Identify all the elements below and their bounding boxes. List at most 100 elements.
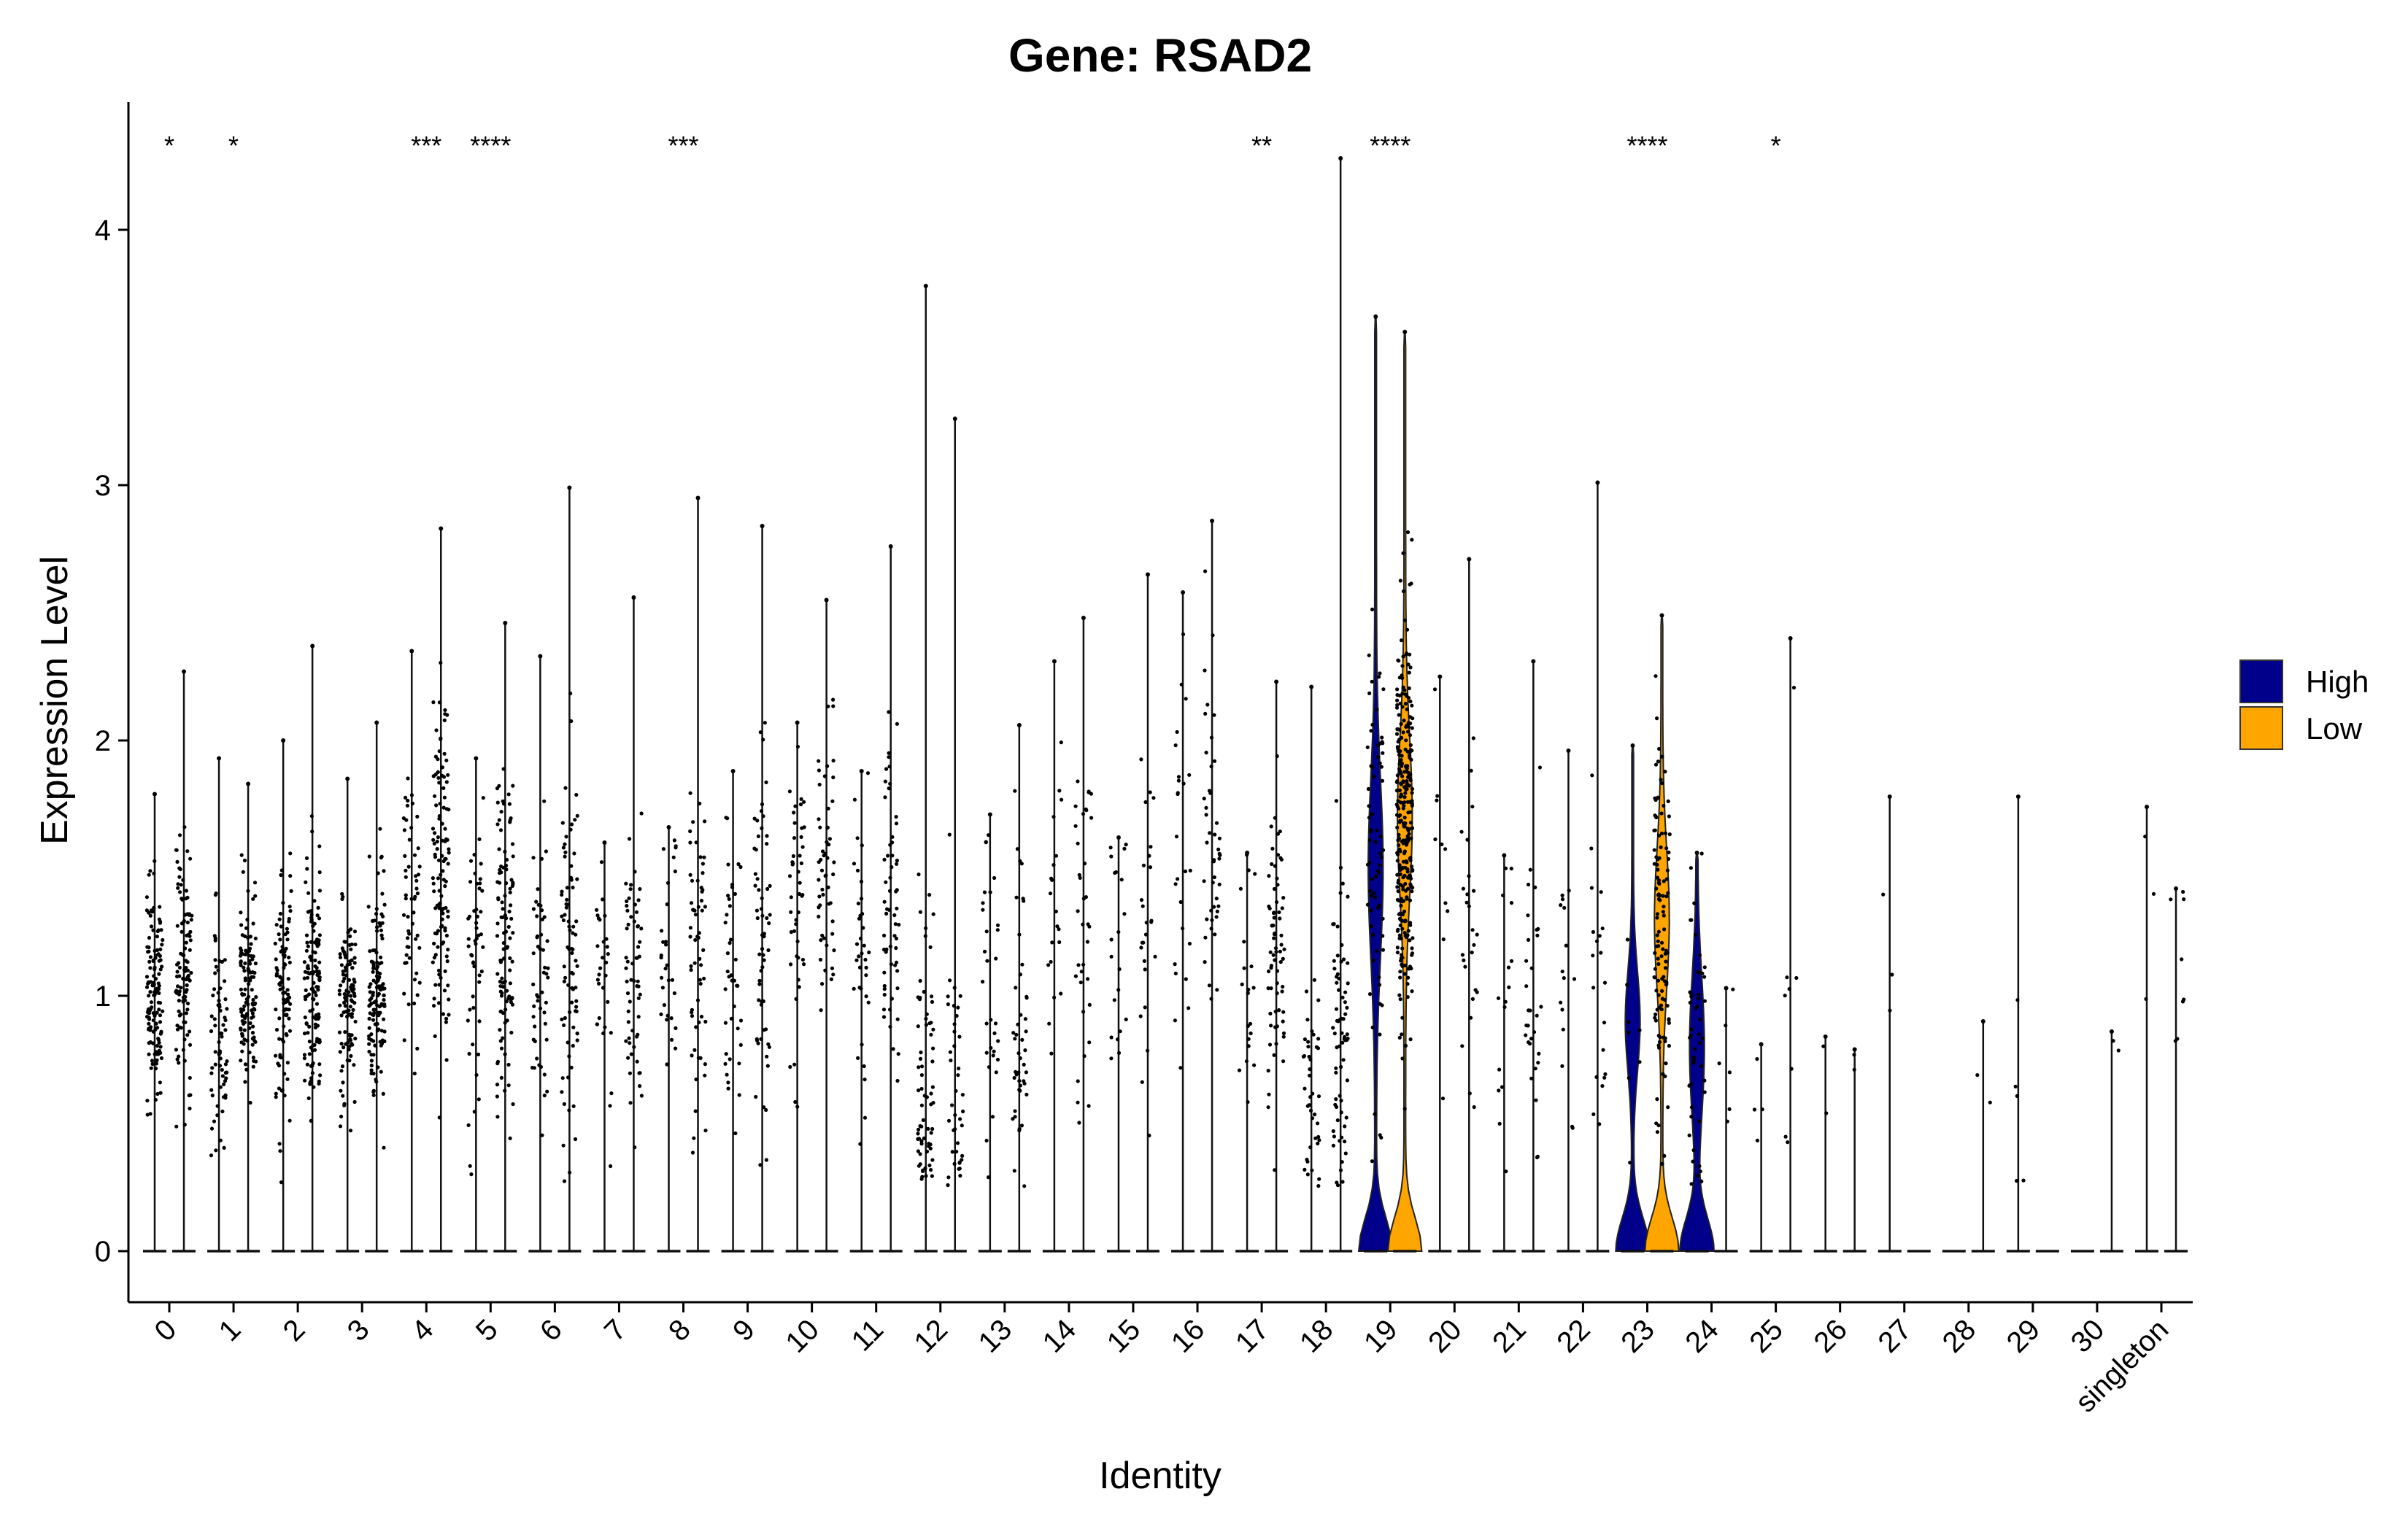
data-point xyxy=(405,945,409,949)
data-point xyxy=(472,853,476,857)
data-point xyxy=(887,710,891,714)
data-point xyxy=(1081,922,1085,926)
data-point xyxy=(688,791,692,795)
data-point xyxy=(1014,1069,1018,1074)
data-point xyxy=(2021,1178,2026,1183)
data-point xyxy=(446,983,450,988)
data-point xyxy=(925,1012,929,1016)
data-point xyxy=(306,992,312,997)
data-point xyxy=(1018,972,1022,977)
data-point xyxy=(243,976,247,980)
data-point xyxy=(1047,1021,1051,1026)
data-point xyxy=(209,1029,214,1034)
violin-body-high xyxy=(1615,745,1651,1252)
data-point xyxy=(1562,976,1566,980)
data-point xyxy=(916,1024,920,1029)
data-point xyxy=(958,1174,962,1178)
data-point xyxy=(511,931,515,935)
data-point xyxy=(309,919,314,924)
data-point xyxy=(1014,1032,1019,1037)
data-point xyxy=(1599,890,1603,894)
data-point xyxy=(251,1056,255,1060)
data-point xyxy=(852,797,857,802)
data-point xyxy=(1789,1067,1794,1071)
data-point xyxy=(1395,745,1400,749)
data-point xyxy=(181,878,185,882)
data-point xyxy=(153,965,157,970)
data-point xyxy=(184,965,188,970)
data-point xyxy=(1073,804,1078,808)
data-point xyxy=(1689,1027,1694,1032)
data-point xyxy=(382,1145,386,1150)
data-point xyxy=(954,1013,959,1018)
data-point xyxy=(1145,572,1150,577)
data-point xyxy=(1693,1047,1697,1051)
data-point xyxy=(406,936,410,940)
data-point xyxy=(1246,1044,1251,1048)
data-point xyxy=(471,1005,476,1010)
data-point xyxy=(1302,1053,1307,1059)
data-point xyxy=(377,1012,382,1016)
data-point xyxy=(1380,778,1385,783)
data-point xyxy=(831,759,836,763)
data-point xyxy=(1051,815,1056,819)
data-point xyxy=(341,948,346,953)
data-point xyxy=(1395,703,1400,708)
data-point xyxy=(1656,1034,1661,1038)
data-point xyxy=(991,1053,995,1058)
data-point xyxy=(1346,894,1350,899)
data-point xyxy=(1308,1057,1313,1061)
data-point xyxy=(152,993,156,997)
data-point xyxy=(1332,959,1336,963)
data-point xyxy=(1397,1035,1402,1040)
x-tick-label: 21 xyxy=(1486,1313,1532,1359)
data-point xyxy=(501,980,505,985)
data-point xyxy=(1572,977,1577,981)
data-point xyxy=(1081,962,1086,967)
data-point xyxy=(316,985,320,989)
data-point xyxy=(177,875,182,879)
data-point xyxy=(382,902,387,907)
data-point xyxy=(916,1088,921,1093)
data-point xyxy=(626,1009,630,1013)
data-point xyxy=(1400,754,1404,758)
data-point xyxy=(371,1090,376,1094)
data-point xyxy=(1654,1121,1659,1126)
data-point xyxy=(337,1030,342,1034)
data-point xyxy=(213,958,217,962)
data-point xyxy=(177,989,182,994)
data-point xyxy=(189,970,193,975)
data-point xyxy=(1266,986,1270,991)
data-point xyxy=(1410,803,1414,808)
data-point xyxy=(218,1085,223,1089)
data-point xyxy=(223,1070,228,1075)
data-point xyxy=(505,989,509,993)
data-point xyxy=(468,1007,472,1012)
data-point xyxy=(1332,1032,1337,1036)
data-point xyxy=(726,894,730,898)
data-point xyxy=(158,1020,163,1024)
data-point xyxy=(506,1062,511,1067)
data-point xyxy=(185,983,189,988)
data-point xyxy=(288,851,293,856)
data-point xyxy=(1316,1094,1321,1099)
data-point xyxy=(922,1136,926,1140)
data-point xyxy=(1212,759,1217,763)
data-point xyxy=(606,999,610,1004)
data-point xyxy=(242,1007,246,1012)
data-point xyxy=(795,720,800,725)
data-point xyxy=(638,1084,642,1088)
data-point xyxy=(609,1031,613,1035)
data-point xyxy=(1410,726,1414,730)
data-point xyxy=(444,758,449,762)
data-point xyxy=(824,597,829,603)
data-point xyxy=(381,986,385,991)
data-point xyxy=(831,775,836,780)
data-point xyxy=(1443,901,1448,905)
data-point xyxy=(1176,791,1180,795)
data-point xyxy=(1274,950,1278,954)
data-point xyxy=(626,1056,630,1060)
data-point xyxy=(209,1014,214,1018)
data-point xyxy=(1367,838,1372,843)
data-point xyxy=(761,953,765,957)
